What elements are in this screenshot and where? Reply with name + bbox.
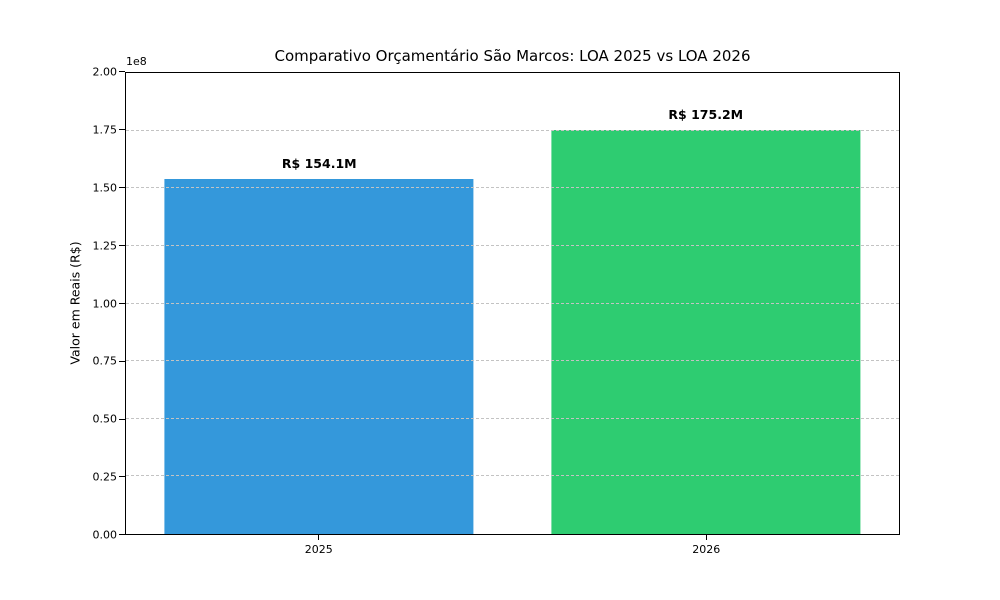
- y-tick-mark: [119, 476, 125, 478]
- bar-value-label: R$ 175.2M: [668, 107, 744, 123]
- plot-area: R$ 154.1M R$ 175.2M: [125, 72, 900, 535]
- x-tick-label: 2026: [692, 543, 721, 556]
- y-gridline: [126, 244, 899, 246]
- x-tick-label: 2025: [304, 543, 333, 556]
- y-tick-label: 0.00: [92, 528, 118, 542]
- y-tick-mark: [119, 129, 125, 131]
- y-gridline: [126, 302, 899, 304]
- chart-title: Comparativo Orçamentário São Marcos: LOA…: [274, 47, 751, 65]
- y-tick-label: 2.00: [92, 65, 118, 79]
- y-tick-mark: [119, 71, 125, 73]
- x-tick-mark: [318, 535, 319, 540]
- y-tick-label: 1.00: [92, 297, 118, 310]
- y-gridline: [126, 360, 899, 362]
- y-tick-label: 1.25: [92, 239, 118, 253]
- bar-value-label: R$ 154.1M: [281, 155, 357, 171]
- y-tick-mark: [119, 534, 125, 536]
- y-gridline: [126, 417, 899, 419]
- y-tick-mark: [119, 187, 125, 188]
- y-tick-label: 0.75: [92, 354, 118, 368]
- y-tick-label: 1.75: [92, 123, 118, 137]
- y-gridline: [126, 129, 899, 131]
- bar-2026: [551, 130, 861, 534]
- y-tick-label: 1.50: [92, 181, 118, 195]
- x-tick-mark: [705, 535, 707, 540]
- y-tick-mark: [119, 244, 125, 246]
- y-axis-offset-label: 1e8: [126, 55, 147, 68]
- bar-2025: [164, 178, 474, 534]
- y-gridline: [126, 475, 899, 477]
- y-tick-label: 0.50: [92, 412, 118, 426]
- y-gridline: [126, 187, 899, 189]
- y-tick-mark: [119, 418, 125, 420]
- y-tick-mark: [119, 302, 125, 304]
- y-tick-mark: [119, 360, 125, 362]
- y-tick-label: 0.25: [92, 470, 118, 484]
